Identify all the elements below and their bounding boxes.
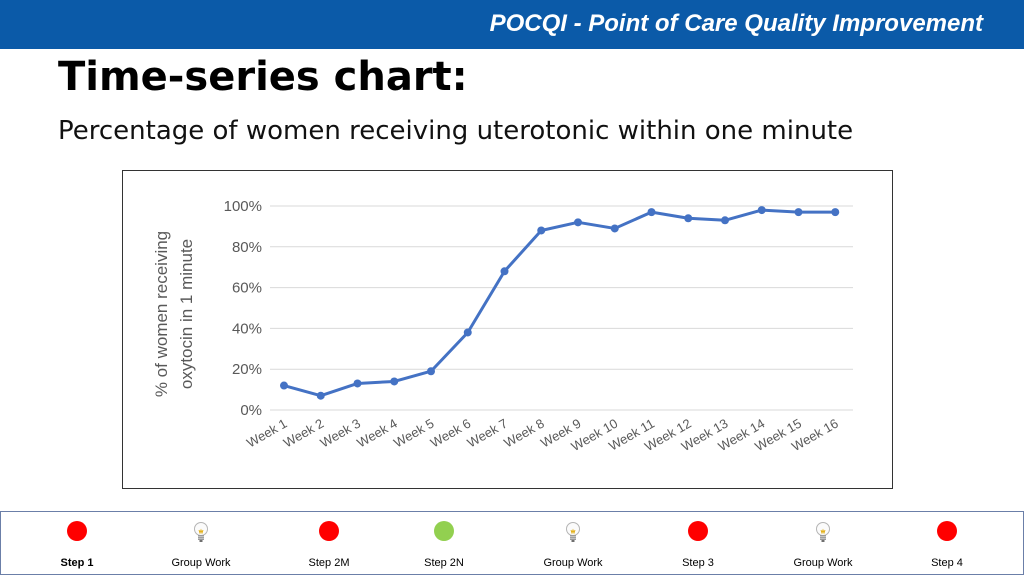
y-tick-label: 60% — [232, 280, 262, 297]
y-axis-title-line: % of women receiving — [152, 231, 171, 397]
nav-item-label: Step 1 — [60, 557, 94, 569]
nav-item-step-4[interactable]: Step 4 — [885, 512, 1009, 574]
status-dot — [688, 521, 708, 541]
nav-item-label: Group Work — [543, 557, 603, 569]
data-point — [537, 226, 546, 235]
nav-item-label: Group Work — [793, 557, 853, 569]
banner-title: POCQI - Point of Care Quality Improvemen… — [489, 10, 983, 37]
y-tick-label: 100% — [224, 198, 262, 215]
nav-item-step-2m[interactable]: Step 2M — [267, 512, 391, 574]
x-tick-label: Week 8 — [501, 416, 546, 451]
x-tick-label: Week 4 — [354, 416, 399, 451]
red-dot-icon — [67, 521, 87, 543]
data-point — [684, 214, 693, 223]
data-point — [280, 381, 288, 390]
nav-item-step-2n[interactable]: Step 2N — [382, 512, 506, 574]
red-dot-icon — [319, 521, 339, 543]
series-line — [283, 208, 836, 398]
data-point — [794, 208, 803, 217]
red-dot-icon — [937, 521, 957, 543]
y-tick-label: 20% — [232, 361, 262, 378]
data-point — [721, 216, 729, 225]
y-tick-label: 40% — [232, 320, 262, 337]
lightbulb-icon — [191, 521, 211, 543]
data-point — [316, 391, 325, 400]
y-tick-label: 0% — [240, 402, 262, 419]
nav-item-label: Group Work — [171, 557, 231, 569]
x-tick-label: Week 2 — [281, 416, 326, 451]
page-title: Time-series chart: — [58, 54, 468, 100]
nav-item-step-3[interactable]: Step 3 — [636, 512, 760, 574]
status-dot — [937, 521, 957, 541]
x-tick-label: Week 3 — [318, 416, 363, 451]
nav-item-label: Step 4 — [931, 557, 963, 569]
data-point — [647, 208, 656, 217]
nav-item-group-work[interactable]: Group Work — [139, 512, 263, 574]
chart-container: 0% 20% 40% 60% 80% 100% Week 1 Week 2 Week 3 Week… — [122, 170, 893, 489]
nav-item-step-1[interactable]: Step 1 — [15, 512, 139, 574]
lightbulb-icon — [813, 521, 833, 543]
status-dot — [434, 521, 454, 541]
step-navigation-bar: Step 1 Group Work Step 2M Step 2N Group Work… — [0, 511, 1024, 575]
data-point — [610, 224, 619, 233]
data-point — [574, 218, 582, 227]
nav-item-group-work[interactable]: Group Work — [511, 512, 635, 574]
data-point — [427, 367, 435, 376]
x-tick-label: Week 5 — [391, 416, 436, 451]
data-point — [463, 328, 472, 337]
nav-item-group-work[interactable]: Group Work — [761, 512, 885, 574]
data-point — [831, 208, 840, 217]
x-tick-label: Week 6 — [428, 416, 473, 451]
lightbulb-icon — [563, 521, 583, 543]
nav-item-label: Step 2M — [308, 557, 350, 569]
status-dot — [319, 521, 339, 541]
status-dot — [67, 521, 87, 541]
green-dot-icon — [434, 521, 454, 543]
page-subtitle: Percentage of women receiving uterotonic… — [58, 116, 854, 146]
x-tick-label: Week 1 — [244, 416, 289, 451]
x-tick-label: Week 7 — [465, 416, 510, 451]
y-axis-title-line: oxytocin in 1 minute — [177, 239, 196, 389]
y-axis-title: % of women receiving oxytocin in 1 minute — [152, 231, 196, 397]
data-point — [390, 377, 399, 386]
data-point — [500, 267, 509, 276]
red-dot-icon — [688, 521, 708, 543]
y-tick-label: 80% — [232, 239, 262, 256]
data-point — [353, 379, 362, 388]
data-point — [757, 206, 766, 215]
nav-item-label: Step 3 — [682, 557, 714, 569]
nav-item-label: Step 2N — [424, 557, 464, 569]
header-banner: POCQI - Point of Care Quality Improvemen… — [0, 0, 1024, 49]
